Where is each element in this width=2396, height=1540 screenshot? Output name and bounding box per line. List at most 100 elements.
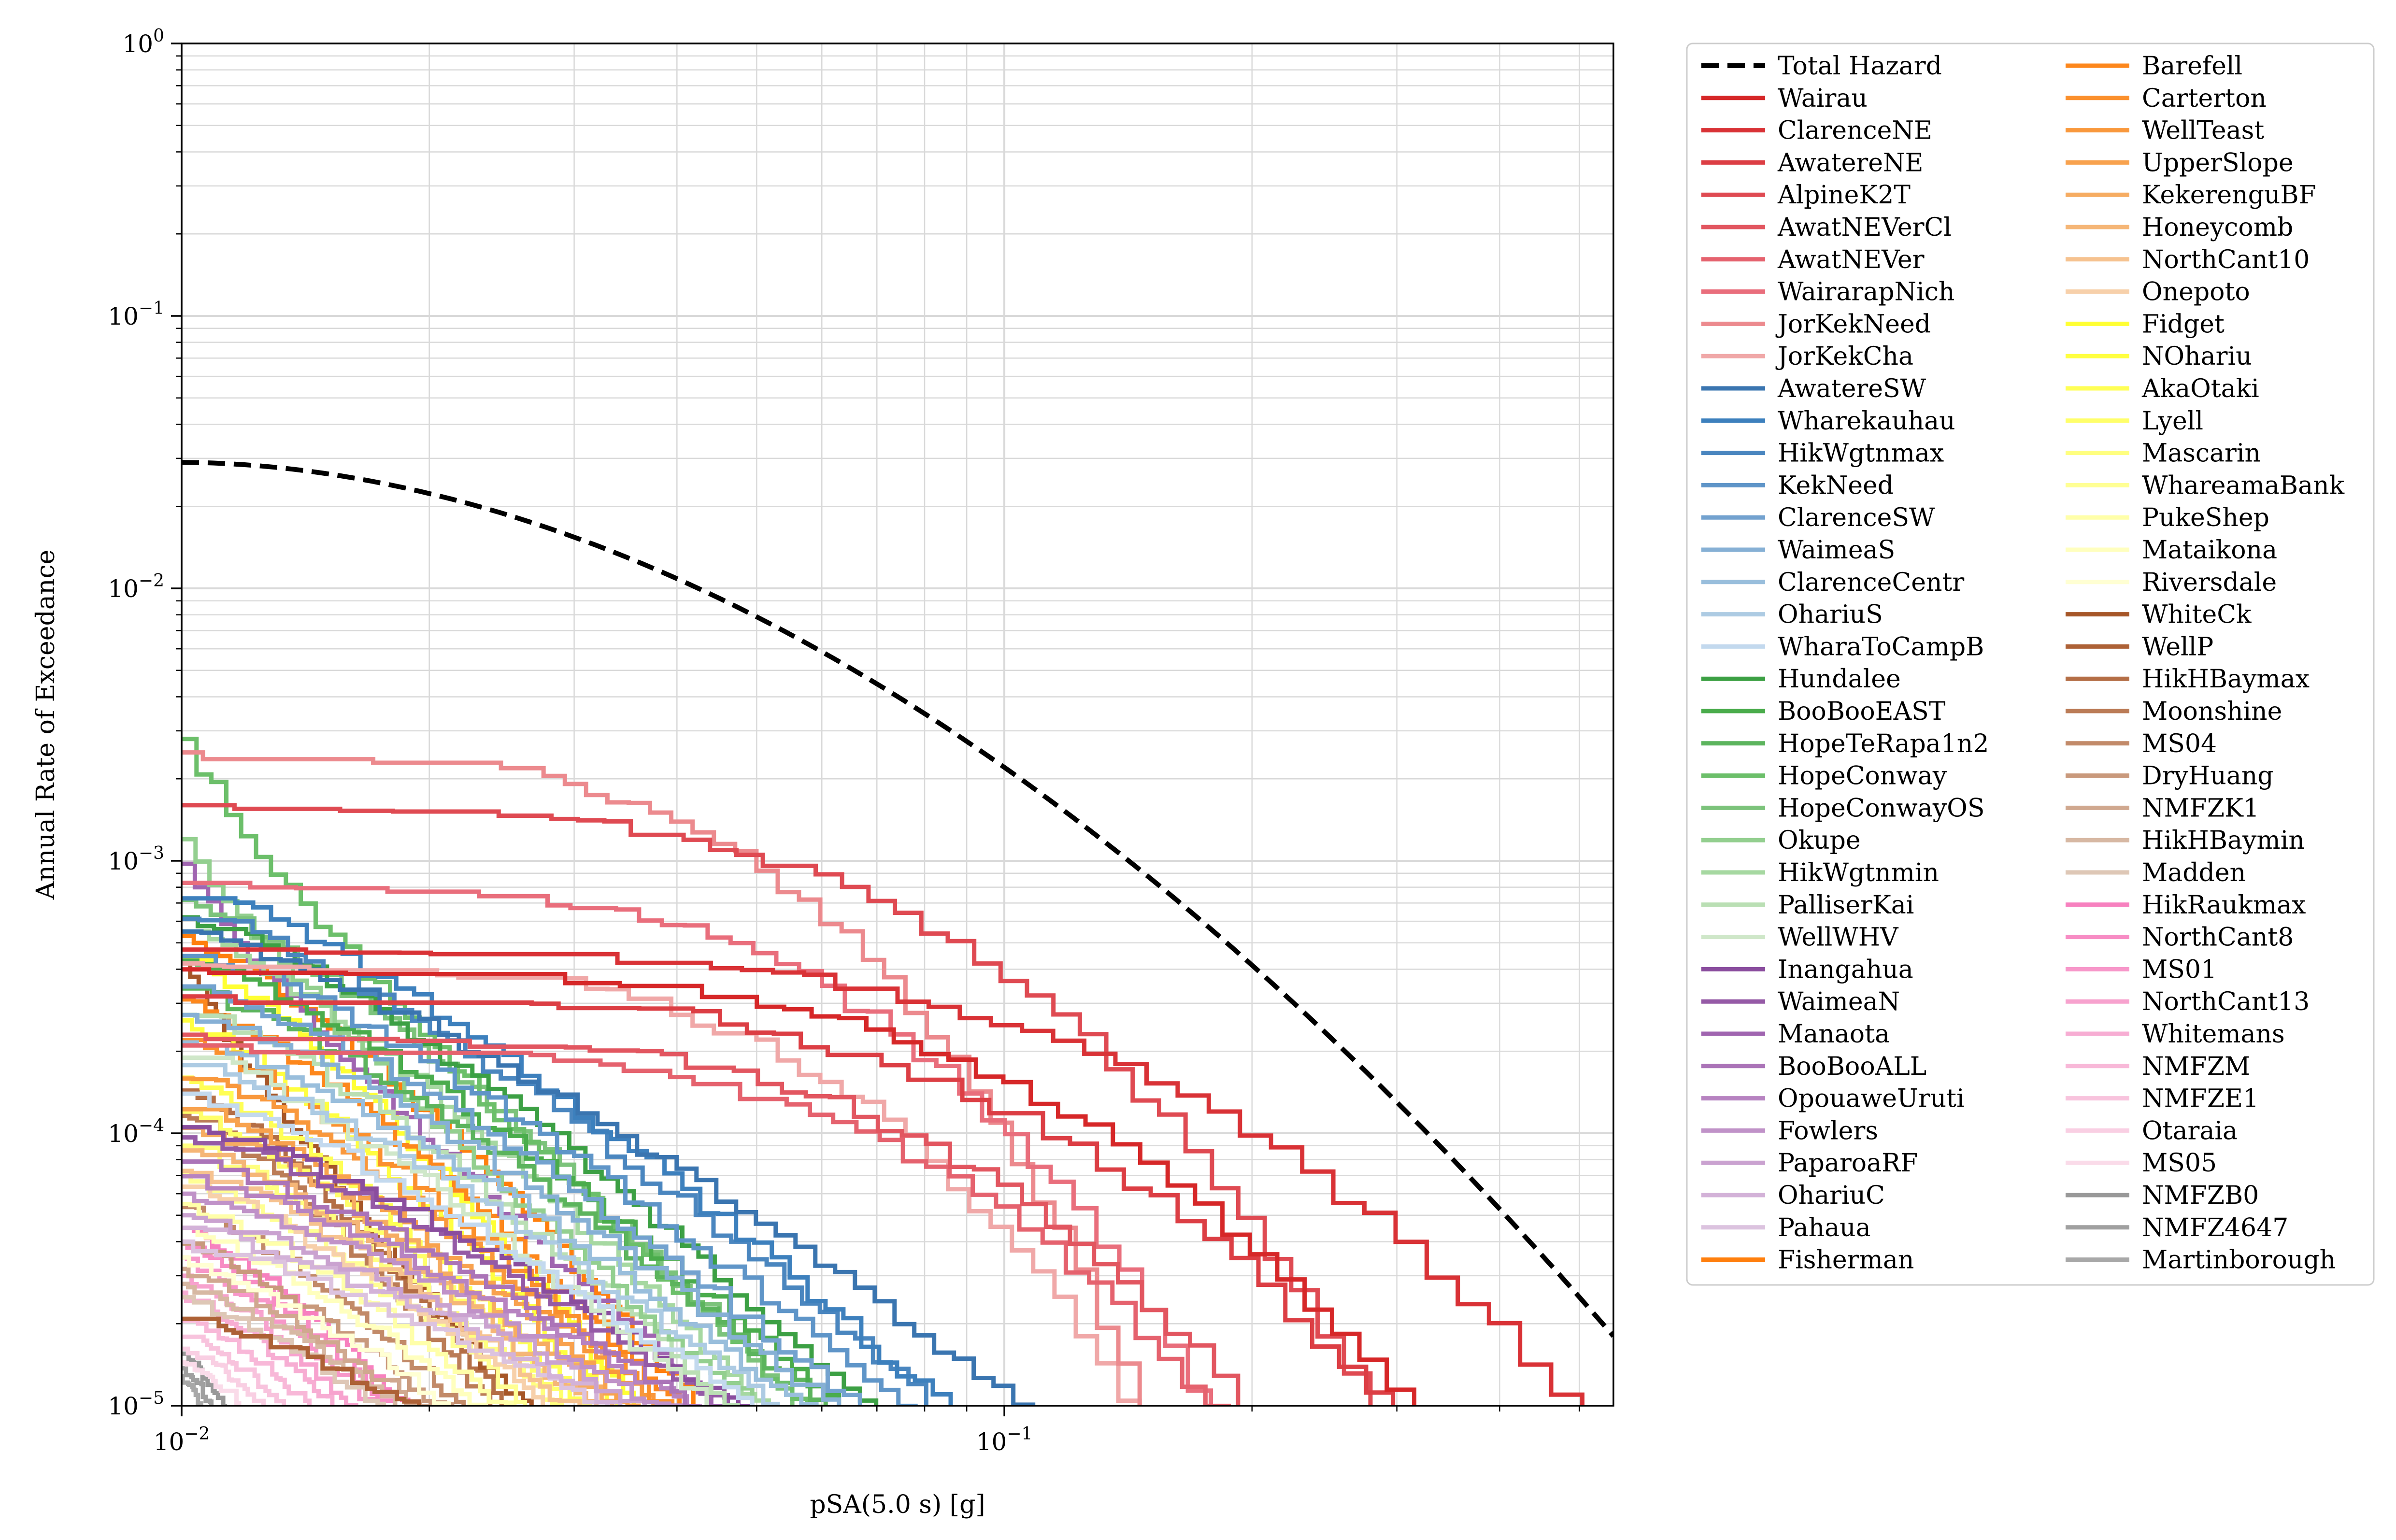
legend-label: MS01: [2142, 955, 2217, 984]
series-line-boobooeast: [182, 958, 841, 1406]
y-tick-label: 100: [122, 26, 164, 58]
series-line-nmfz4647: [182, 1366, 215, 1406]
legend-label: NMFZM: [2142, 1052, 2250, 1081]
series-line-awatnevercl: [182, 1032, 1241, 1406]
series-line-northcant8: [182, 1239, 397, 1406]
legend-label: Otaraia: [2142, 1116, 2238, 1145]
legend-label: Martinborough: [2142, 1246, 2336, 1275]
legend-label: ClarenceNE: [1778, 116, 1932, 145]
series-line-ohariuc: [182, 1226, 623, 1406]
series-line-nmfze1: [182, 1334, 286, 1406]
series-line-wairau: [182, 967, 1417, 1406]
series-line-nmfzk1: [182, 1267, 436, 1406]
series-line-hikhbaymin: [182, 1282, 398, 1406]
legend-label: HikRaukmax: [2142, 891, 2306, 920]
legend-label: Whitemans: [2142, 1020, 2285, 1049]
series-line-madden: [182, 1295, 386, 1406]
series-line-martinborough: [182, 1374, 203, 1406]
legend-label: Inangahua: [1778, 955, 1913, 984]
legend-label: HikWgtnmin: [1778, 858, 1939, 887]
y-tick-label: 10−2: [108, 571, 164, 603]
legend-label: Fidget: [2142, 310, 2225, 339]
series-line-kekneed: [182, 954, 918, 1406]
legend-label: Lyell: [2142, 407, 2203, 436]
legend-label: BooBooALL: [1778, 1052, 1926, 1081]
legend-label: Wairau: [1778, 84, 1868, 113]
x-axis-label: pSA(5.0 s) [g]: [810, 1490, 985, 1519]
series-line-ms05: [182, 1360, 249, 1406]
legend-label: WairarapNich: [1778, 278, 1954, 307]
series-line-awaterene: [182, 994, 1396, 1406]
series-line-wharatocampb: [182, 1091, 755, 1406]
series-line-riversdale: [182, 1255, 451, 1406]
y-tick-label: 10−1: [108, 299, 164, 330]
legend-label: BooBooEAST: [1778, 697, 1946, 726]
legend-label: Fisherman: [1778, 1246, 1914, 1275]
series-line-clarencesw: [182, 984, 862, 1406]
legend-label: WellWHV: [1778, 923, 1899, 952]
legend-label: Pahaua: [1778, 1213, 1871, 1242]
legend-label: JorKekNeed: [1775, 310, 1931, 339]
legend-label: WharaToCampB: [1778, 632, 1984, 661]
legend-label: NMFZE1: [2142, 1084, 2259, 1113]
legend-label: HopeConway: [1778, 762, 1947, 791]
legend-label: Onepoto: [2142, 278, 2250, 307]
legend-label: Moonshine: [2142, 697, 2282, 726]
legend-label: MS04: [2142, 729, 2217, 758]
x-tick-label: 10−1: [976, 1424, 1033, 1456]
legend-label: JorKekCha: [1775, 342, 1913, 371]
series-line-awatnever: [182, 1043, 1231, 1406]
plot-frame: [181, 43, 1614, 1407]
legend-label: ClarenceCentr: [1778, 568, 1964, 597]
series-line-boobooall: [182, 1159, 713, 1406]
legend-label: NMFZB0: [2142, 1181, 2259, 1210]
grid: [181, 43, 1613, 1407]
y-tick-label: 10−4: [108, 1116, 164, 1148]
series-line-dryhuang: [182, 1241, 455, 1406]
legend-label: AwatereNE: [1777, 148, 1924, 177]
legend-label: HikHBaymax: [2142, 665, 2310, 694]
series-line-clarencene: [182, 947, 1585, 1406]
legend-label: NMFZK1: [2142, 794, 2259, 823]
legend-label: Total Hazard: [1778, 52, 1942, 81]
series-lines: [182, 460, 1613, 1406]
legend-label: MS05: [2142, 1149, 2217, 1178]
legend-label: WaimeaN: [1778, 987, 1900, 1016]
legend-label: Manaota: [1778, 1020, 1890, 1049]
y-tick-label: 10−3: [108, 843, 164, 875]
legend-label: WaimeaS: [1778, 536, 1895, 565]
legend-label: AkaOtaki: [2141, 374, 2259, 403]
legend-label: PalliserKai: [1778, 891, 1914, 920]
legend-label: KekerenguBF: [2142, 181, 2316, 210]
series-line-wairarapnich: [182, 881, 1213, 1406]
legend-label: AwatNEVerCl: [1777, 213, 1952, 242]
series-line-total hazard: [182, 460, 1613, 1338]
legend-label: NOhariu: [2142, 342, 2252, 371]
legend-label: OhariuC: [1778, 1181, 1885, 1210]
legend-label: Carterton: [2142, 84, 2267, 113]
series-line-otaraia: [182, 1346, 272, 1406]
series-line-paparoarf: [182, 1213, 647, 1406]
series-line-whareamabank: [182, 1173, 528, 1406]
legend-label: DryHuang: [2142, 762, 2274, 791]
series-line-wellp: [182, 1316, 422, 1406]
legend-label: HikWgtnmax: [1778, 439, 1944, 468]
series-line-alpinek2t: [182, 803, 1373, 1406]
legend-label: Fowlers: [1778, 1116, 1878, 1145]
legend-label: NorthCant10: [2142, 245, 2310, 274]
series-line-wharekauhau: [182, 896, 953, 1406]
legend-label: Barefell: [2142, 52, 2242, 81]
legend-label: Mascarin: [2142, 439, 2261, 468]
series-line-pahaua: [182, 1239, 610, 1406]
legend-label: WellTeast: [2142, 116, 2264, 145]
legend: Total Hazard Wairau ClarenceNE AwatereNE Alp…: [1686, 43, 2375, 1286]
legend-label: PaparoaRF: [1778, 1149, 1918, 1178]
legend-label: Riversdale: [2142, 568, 2277, 597]
series-line-northcant13: [182, 1273, 358, 1406]
legend-label: HopeTeRapa1n2: [1778, 729, 1989, 758]
legend-label: UpperSlope: [2142, 148, 2294, 177]
legend-label: Okupe: [1778, 826, 1861, 855]
legend-label: WhareamaBank: [2142, 471, 2345, 500]
legend-label: Hundalee: [1778, 665, 1901, 694]
